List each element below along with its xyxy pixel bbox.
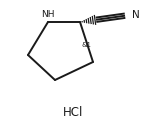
Text: &1: &1	[82, 42, 92, 48]
Text: HCl: HCl	[63, 105, 83, 119]
Text: N: N	[132, 10, 140, 20]
Text: NH: NH	[41, 10, 55, 19]
